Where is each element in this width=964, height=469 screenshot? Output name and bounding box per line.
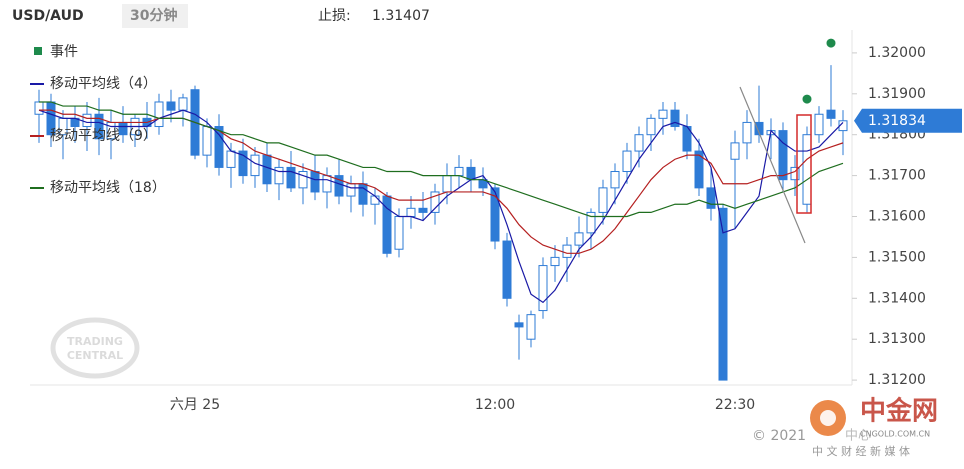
timeframe-badge: [122, 4, 188, 28]
tc-text: TRADING: [67, 335, 123, 348]
moving-average: [39, 101, 844, 218]
symbol: USD/AUD: [12, 8, 84, 24]
tc-text: CENTRAL: [67, 349, 123, 362]
x-tick-label: 22:30: [715, 397, 755, 413]
y-tick-label: 1.32000: [868, 45, 926, 61]
candle-body: [790, 166, 800, 181]
candle-body: [322, 175, 332, 193]
candle-body: [490, 187, 500, 242]
candle-body: [454, 166, 464, 177]
candle-body: [694, 150, 704, 189]
candle-body: [538, 265, 548, 312]
candle-body: [646, 117, 656, 136]
candle-body: [274, 166, 284, 185]
stop-value: 1.31407: [372, 8, 430, 24]
candle-body: [742, 121, 752, 144]
candle-body: [730, 142, 740, 160]
candle-body: [178, 97, 188, 111]
candle-body: [802, 134, 812, 205]
candle-body: [706, 187, 716, 209]
candle-body: [406, 207, 416, 217]
candle-body: [370, 195, 380, 205]
candle-body: [310, 171, 320, 193]
legend-label: 移动平均线（18）: [50, 180, 166, 196]
y-tick-label: 1.31300: [868, 331, 926, 347]
candle-body: [166, 101, 176, 111]
candle-body: [298, 171, 308, 189]
event-dot: [826, 38, 836, 48]
candle-body: [334, 175, 344, 197]
y-tick-label: 1.31400: [868, 290, 926, 306]
candle-body: [550, 256, 560, 267]
stop-label: 止损:: [318, 8, 351, 24]
candle-body: [226, 150, 236, 168]
candle-body: [202, 126, 212, 156]
brand-logo: 中金网 CNGOLD.COM.CN 中 文 财 经 新 媒 体: [810, 396, 938, 458]
candle-body: [238, 150, 248, 177]
trend-line: [739, 86, 806, 244]
candle-body: [826, 109, 836, 119]
candle-body: [526, 314, 536, 340]
candle-body: [346, 183, 356, 197]
candle-body: [214, 126, 224, 168]
moving-average: [38, 109, 844, 304]
candle-body: [814, 113, 824, 136]
copyright-tail: 中心: [845, 429, 871, 444]
candle-body: [262, 154, 272, 185]
legend-label: 移动平均线（9）: [50, 128, 157, 144]
candle-body: [514, 322, 524, 328]
candle-body: [622, 150, 632, 173]
candle-body: [586, 211, 596, 234]
candle-body: [610, 171, 620, 189]
candle-body: [394, 215, 404, 250]
event-dot: [802, 94, 812, 104]
candle-body: [670, 109, 680, 128]
brand-slogan: 中 文 财 经 新 媒 体: [812, 444, 910, 458]
candle-body: [574, 232, 584, 246]
y-tick-label: 1.31900: [868, 86, 926, 102]
highlight-box: [796, 114, 812, 214]
copyright: © 2021: [752, 428, 806, 444]
candle-body: [82, 113, 92, 128]
y-tick-label: 1.31600: [868, 208, 926, 224]
candle-body: [430, 191, 440, 213]
candle-body: [598, 187, 608, 213]
candle-body: [502, 240, 512, 299]
candle-body: [562, 244, 572, 258]
candle-body: [154, 101, 164, 128]
candle-body: [658, 109, 668, 119]
y-tick-label: 1.31500: [868, 249, 926, 265]
price-tag-label: 1.31834: [868, 113, 926, 129]
legend-swatch: [34, 47, 42, 55]
plot: 1.320001.319001.318001.317001.316001.315…: [34, 38, 962, 413]
candle-body: [250, 154, 260, 177]
candle-body: [634, 134, 644, 152]
candle-body: [442, 175, 452, 193]
candle-body: [34, 101, 44, 115]
timeframe: 30分钟: [130, 7, 177, 24]
x-tick-label: 六月 25: [170, 397, 220, 413]
candle-body: [94, 113, 104, 140]
x-tick-label: 12:00: [475, 397, 515, 413]
candle-body: [754, 121, 764, 136]
candle-body: [718, 207, 728, 381]
y-tick-label: 1.31200: [868, 372, 926, 388]
candle-body: [358, 183, 368, 205]
candle-body: [418, 207, 428, 213]
y-tick-label: 1.31700: [868, 168, 926, 184]
candle-body: [466, 166, 476, 181]
candle-body: [286, 166, 296, 189]
legend-label: 移动平均线（4）: [50, 76, 157, 92]
candle-body: [778, 130, 788, 181]
price-tag: [854, 108, 962, 133]
brand: 中金网: [860, 396, 938, 427]
tc-watermark: TRADING CENTRAL: [50, 317, 140, 379]
legend-label: 事件: [50, 44, 78, 60]
brand-url: CNGOLD.COM.CN: [860, 430, 930, 439]
